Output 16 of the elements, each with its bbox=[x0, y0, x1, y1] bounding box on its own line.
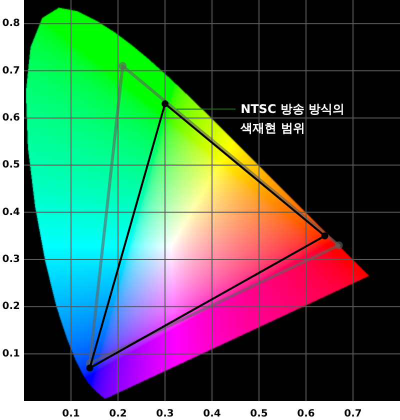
x-tick-label: 0.4 bbox=[203, 408, 221, 420]
x-tick-label: 0.3 bbox=[156, 408, 174, 420]
y-tick-label: 0.4 bbox=[2, 206, 20, 218]
x-tick-label: 0.2 bbox=[109, 408, 127, 420]
y-tick-label: 0.6 bbox=[2, 112, 20, 124]
y-tick-label: 0.1 bbox=[2, 348, 20, 360]
y-tick-label: 0.8 bbox=[2, 18, 20, 30]
x-tick-label: 0.6 bbox=[297, 408, 315, 420]
y-tick-label: 0.2 bbox=[2, 301, 20, 312]
series-label: NTSC 방송 방식의 색재현 범위 bbox=[240, 102, 345, 136]
y-tick-label: 0.7 bbox=[2, 65, 20, 76]
x-tick-label: 0.7 bbox=[344, 408, 362, 420]
x-tick-label: 0.5 bbox=[250, 408, 268, 420]
y-tick-label: 0.5 bbox=[2, 160, 20, 171]
x-tick-label: 0.1 bbox=[62, 408, 80, 420]
y-tick-label: 0.3 bbox=[2, 254, 20, 265]
